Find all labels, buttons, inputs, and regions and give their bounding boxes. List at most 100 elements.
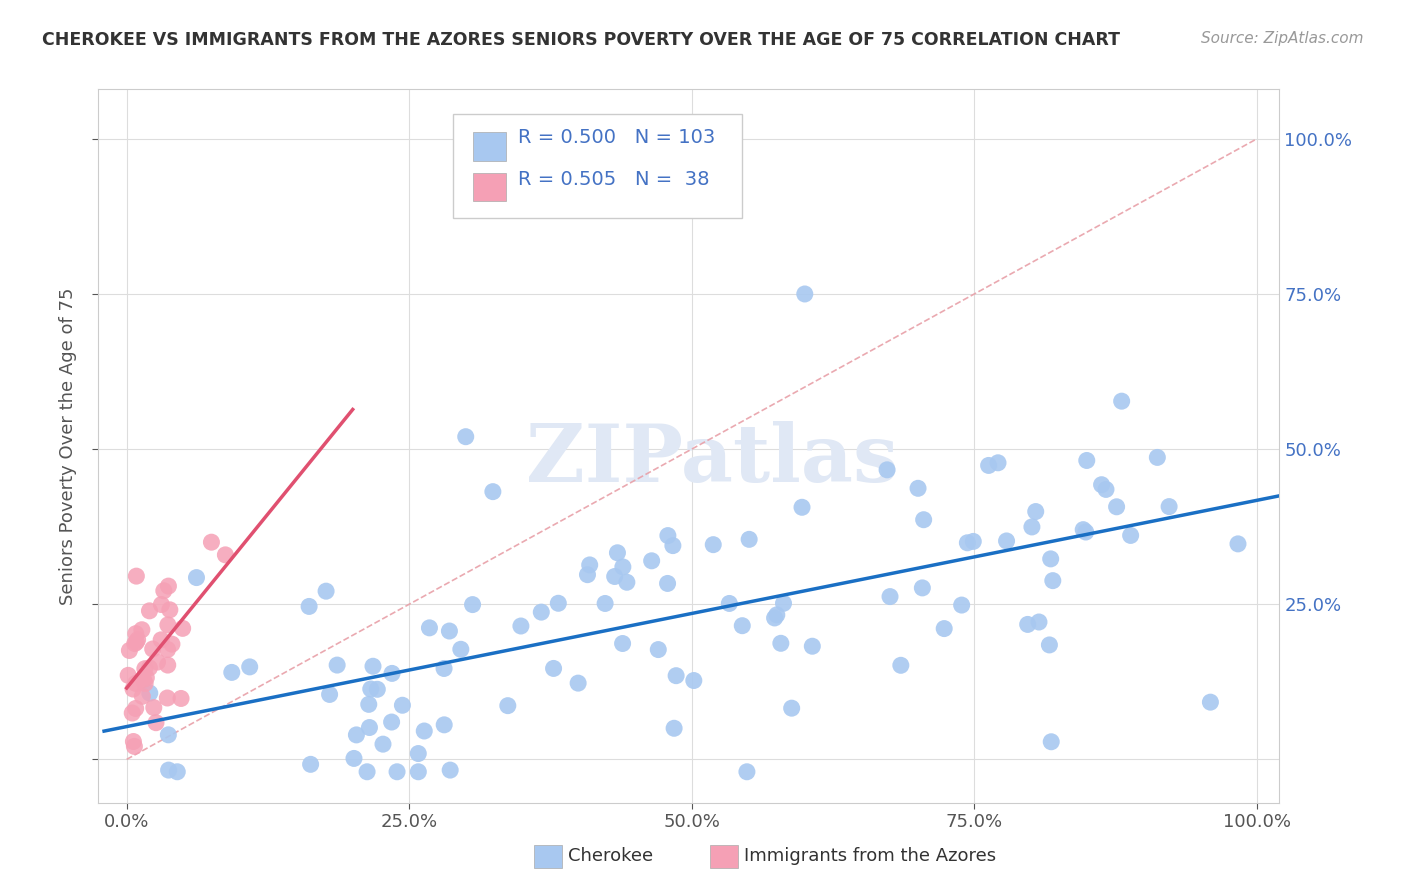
Point — [606, 546, 628, 560]
Point — [326, 658, 349, 673]
Point — [439, 624, 461, 638]
Point — [166, 764, 188, 779]
Point — [962, 534, 984, 549]
Point — [567, 676, 589, 690]
Point — [640, 554, 662, 568]
Point — [769, 636, 792, 650]
Point — [186, 571, 208, 585]
Point — [221, 665, 243, 680]
Point — [662, 539, 685, 553]
Point — [156, 618, 179, 632]
Point — [142, 700, 165, 714]
Point — [1040, 735, 1063, 749]
Point — [381, 714, 404, 729]
Point — [239, 660, 262, 674]
Point — [356, 764, 378, 779]
Point — [647, 642, 669, 657]
Point — [738, 533, 761, 547]
Point — [765, 607, 787, 622]
Point — [418, 621, 440, 635]
Point — [987, 456, 1010, 470]
Point — [200, 535, 222, 549]
Point — [381, 666, 404, 681]
Point — [790, 500, 813, 515]
Point — [371, 737, 394, 751]
Point — [131, 690, 153, 704]
Point — [1095, 483, 1118, 497]
Point — [662, 721, 685, 735]
Point — [763, 611, 786, 625]
Point — [890, 658, 912, 673]
Point — [665, 668, 688, 682]
Point — [138, 604, 160, 618]
Point — [139, 686, 162, 700]
Text: Cherokee: Cherokee — [568, 847, 654, 865]
Point — [702, 538, 724, 552]
Point — [801, 639, 824, 653]
Point — [146, 655, 169, 669]
Point — [657, 576, 679, 591]
Point — [912, 513, 935, 527]
Point — [385, 764, 408, 779]
Point — [138, 661, 160, 675]
Point — [876, 463, 898, 477]
Point — [439, 763, 461, 777]
Point — [127, 632, 149, 647]
Point — [543, 661, 565, 675]
Point — [950, 598, 973, 612]
Point — [1074, 524, 1097, 539]
Text: R = 0.505   N =  38: R = 0.505 N = 38 — [517, 170, 709, 189]
Text: Source: ZipAtlas.com: Source: ZipAtlas.com — [1201, 31, 1364, 46]
Point — [1071, 523, 1094, 537]
Text: Immigrants from the Azores: Immigrants from the Azores — [744, 847, 995, 865]
Point — [134, 676, 156, 690]
Point — [298, 599, 321, 614]
Point — [153, 583, 176, 598]
Point — [1090, 477, 1112, 491]
FancyBboxPatch shape — [472, 132, 506, 161]
Point — [1028, 615, 1050, 629]
Point — [172, 621, 194, 635]
FancyBboxPatch shape — [453, 114, 742, 218]
Point — [1199, 695, 1222, 709]
Point — [496, 698, 519, 713]
Point — [125, 626, 148, 640]
Point — [413, 724, 436, 739]
Point — [135, 671, 157, 685]
Point — [160, 637, 183, 651]
Point — [157, 763, 180, 777]
Point — [1038, 638, 1060, 652]
Point — [1111, 394, 1133, 409]
Point — [408, 764, 430, 779]
Point — [117, 668, 139, 682]
Point — [156, 691, 179, 706]
Text: CHEROKEE VS IMMIGRANTS FROM THE AZORES SENIORS POVERTY OVER THE AGE OF 75 CORREL: CHEROKEE VS IMMIGRANTS FROM THE AZORES S… — [42, 31, 1121, 49]
Point — [772, 596, 794, 610]
Text: R = 0.500   N = 103: R = 0.500 N = 103 — [517, 128, 714, 146]
Point — [576, 567, 599, 582]
Point — [357, 698, 380, 712]
Point — [391, 698, 413, 713]
Point — [934, 622, 956, 636]
Point — [132, 673, 155, 687]
Point — [157, 728, 180, 742]
Point — [360, 681, 382, 696]
Point — [780, 701, 803, 715]
Point — [1119, 528, 1142, 542]
Point — [1146, 450, 1168, 465]
Point — [361, 659, 384, 673]
FancyBboxPatch shape — [472, 173, 506, 202]
Point — [1017, 617, 1039, 632]
Point — [156, 658, 179, 673]
Point — [344, 728, 367, 742]
Point — [530, 605, 553, 619]
Point — [157, 579, 180, 593]
Point — [718, 597, 741, 611]
Point — [359, 721, 381, 735]
Point — [406, 747, 429, 761]
Point — [150, 598, 173, 612]
Point — [433, 718, 456, 732]
Point — [1227, 537, 1250, 551]
Point — [482, 484, 505, 499]
Point — [578, 558, 600, 572]
